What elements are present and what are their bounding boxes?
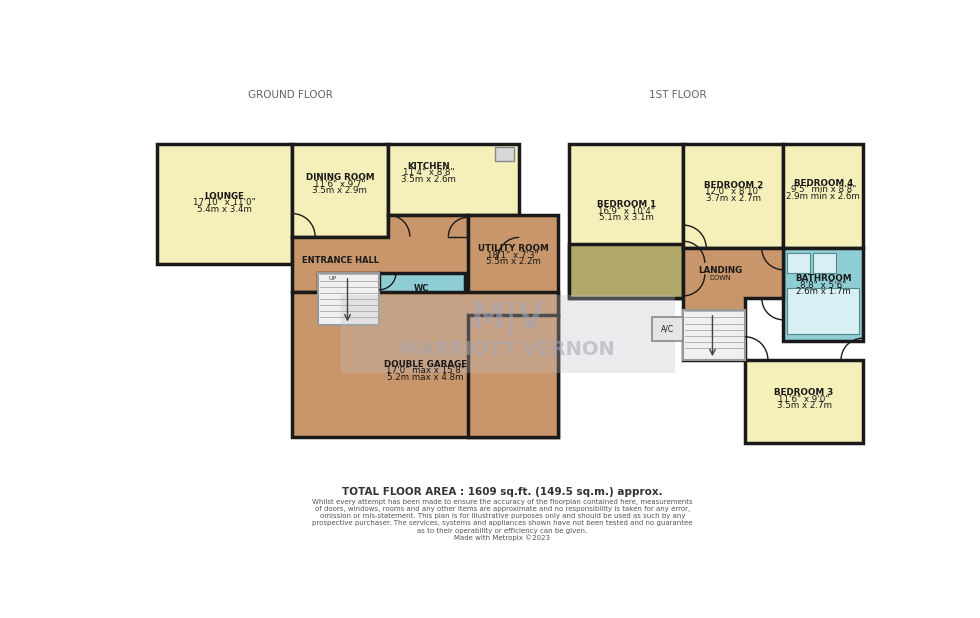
Bar bbox=[467, 215, 559, 315]
Text: 17'10" x 11'0": 17'10" x 11'0" bbox=[193, 198, 256, 207]
Text: DINING ROOM: DINING ROOM bbox=[306, 173, 374, 182]
Text: BEDROOM 3: BEDROOM 3 bbox=[774, 388, 834, 397]
Text: 5.2m max x 4.8m: 5.2m max x 4.8m bbox=[387, 373, 464, 382]
Text: BEDROOM 2: BEDROOM 2 bbox=[704, 181, 762, 190]
Text: 1ST FLOOR: 1ST FLOOR bbox=[649, 90, 707, 100]
Text: LANDING: LANDING bbox=[698, 266, 742, 275]
Bar bbox=[388, 144, 519, 215]
Bar bbox=[495, 147, 514, 161]
Text: DOUBLE GARAGE: DOUBLE GARAGE bbox=[384, 360, 466, 368]
Polygon shape bbox=[341, 295, 674, 373]
Text: 5.4m x 3.4m: 5.4m x 3.4m bbox=[197, 205, 252, 214]
Text: 16'9" x 10'4": 16'9" x 10'4" bbox=[598, 206, 655, 216]
Text: 3.5m x 2.9m: 3.5m x 2.9m bbox=[313, 186, 368, 195]
Text: GROUND FLOOR: GROUND FLOOR bbox=[248, 90, 333, 100]
Text: A/C: A/C bbox=[662, 324, 674, 334]
Text: 3.5m x 2.7m: 3.5m x 2.7m bbox=[776, 401, 832, 410]
Text: 2.9m min x 2.6m: 2.9m min x 2.6m bbox=[787, 192, 860, 201]
Text: UP: UP bbox=[328, 276, 337, 281]
Bar bbox=[653, 316, 683, 341]
Text: Made with Metropix ©2023: Made with Metropix ©2023 bbox=[455, 535, 550, 541]
Text: prospective purchaser. The services, systems and appliances shown have not been : prospective purchaser. The services, sys… bbox=[312, 520, 693, 527]
Bar bbox=[812, 253, 836, 273]
Text: 5.1m x 3.1m: 5.1m x 3.1m bbox=[599, 213, 654, 222]
Bar bbox=[318, 273, 379, 325]
Bar bbox=[783, 144, 862, 248]
Text: ENTRANCE HALL: ENTRANCE HALL bbox=[302, 256, 379, 265]
Text: 8'8" x 5'6": 8'8" x 5'6" bbox=[801, 281, 847, 290]
Bar bbox=[783, 248, 862, 341]
Text: BEDROOM 1: BEDROOM 1 bbox=[597, 200, 656, 209]
Text: M|V: M|V bbox=[470, 301, 545, 337]
Text: 3.5m x 2.6m: 3.5m x 2.6m bbox=[401, 175, 456, 184]
Bar bbox=[683, 310, 745, 360]
Bar bbox=[292, 292, 559, 437]
Bar bbox=[292, 144, 388, 237]
Polygon shape bbox=[292, 215, 519, 292]
Bar bbox=[787, 253, 810, 273]
Bar bbox=[467, 315, 559, 437]
Bar bbox=[745, 360, 862, 443]
Text: as to their operability or efficiency can be given.: as to their operability or efficiency ca… bbox=[417, 528, 587, 534]
Text: UTILITY ROOM: UTILITY ROOM bbox=[477, 244, 549, 253]
Bar bbox=[569, 144, 683, 298]
Text: 18'1" x 7'3": 18'1" x 7'3" bbox=[487, 251, 539, 260]
Text: KITCHEN: KITCHEN bbox=[407, 162, 450, 171]
Bar bbox=[787, 288, 858, 334]
Bar bbox=[158, 144, 292, 264]
Text: WC: WC bbox=[414, 284, 429, 293]
Text: 11'6" x 9'7": 11'6" x 9'7" bbox=[314, 180, 366, 188]
Text: BEDROOM 4: BEDROOM 4 bbox=[794, 179, 853, 188]
Text: 9'5" min x 8'8": 9'5" min x 8'8" bbox=[791, 185, 856, 194]
Bar bbox=[569, 243, 683, 298]
Text: 2.6m x 1.7m: 2.6m x 1.7m bbox=[796, 287, 851, 296]
Text: Whilst every attempt has been made to ensure the accuracy of the floorplan conta: Whilst every attempt has been made to en… bbox=[312, 499, 693, 504]
Text: omission or mis-statement. This plan is for illustrative purposes only and shoul: omission or mis-statement. This plan is … bbox=[319, 513, 685, 519]
Text: 17'0" max x 15'8": 17'0" max x 15'8" bbox=[386, 366, 465, 375]
Text: 5.5m x 2.2m: 5.5m x 2.2m bbox=[486, 257, 540, 266]
Text: LOUNGE: LOUNGE bbox=[204, 192, 244, 201]
Text: MARRIOTT VERNON: MARRIOTT VERNON bbox=[400, 341, 615, 359]
Text: TOTAL FLOOR AREA : 1609 sq.ft. (149.5 sq.m.) approx.: TOTAL FLOOR AREA : 1609 sq.ft. (149.5 sq… bbox=[342, 487, 662, 497]
Polygon shape bbox=[683, 248, 783, 360]
Text: 3.7m x 2.7m: 3.7m x 2.7m bbox=[706, 194, 760, 203]
Text: BATHROOM: BATHROOM bbox=[795, 274, 852, 283]
Bar bbox=[379, 273, 465, 303]
Text: of doors, windows, rooms and any other items are approximate and no responsibili: of doors, windows, rooms and any other i… bbox=[315, 506, 690, 512]
Text: 11'4" x 8'8": 11'4" x 8'8" bbox=[403, 168, 454, 177]
Bar bbox=[683, 144, 783, 248]
Text: 11'6" x 9'0": 11'6" x 9'0" bbox=[778, 395, 830, 404]
Text: DOWN: DOWN bbox=[710, 275, 731, 281]
Text: 12'0" x 8'10": 12'0" x 8'10" bbox=[705, 187, 761, 197]
